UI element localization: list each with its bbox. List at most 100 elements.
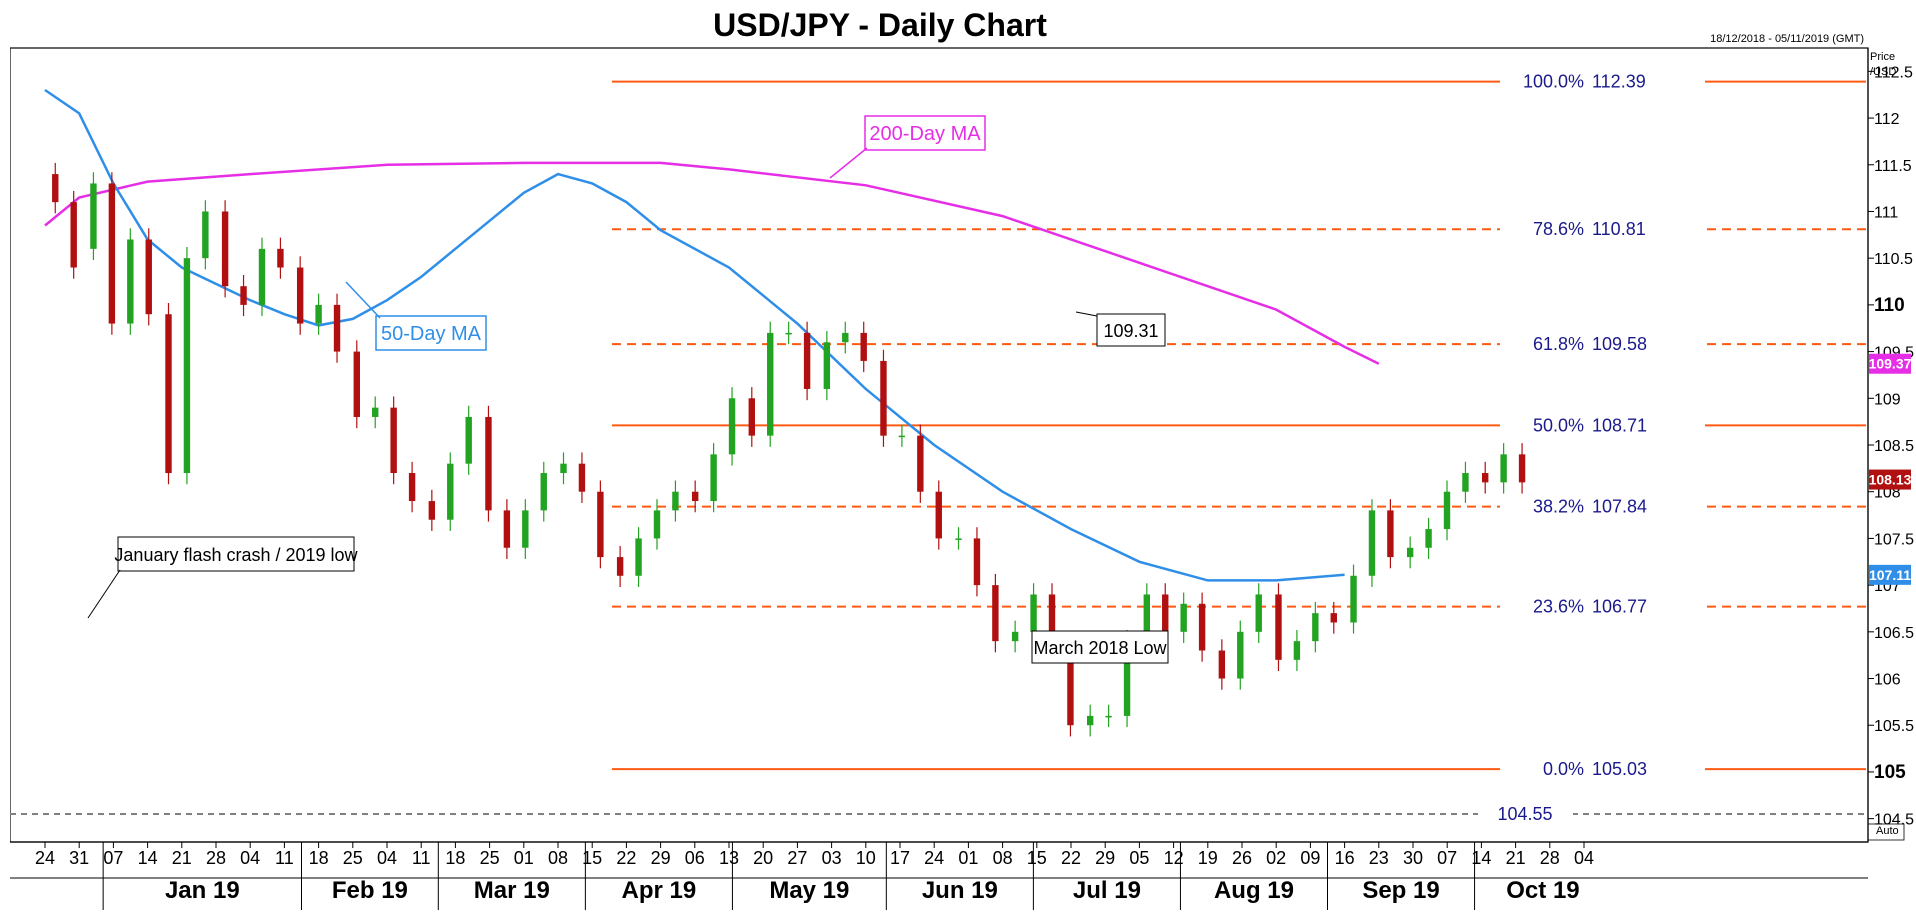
y-tick-label: 106.5 [1874,625,1914,642]
x-tick-label: 04 [377,848,397,868]
ma200-label: 200-Day MA [869,123,981,145]
candle-body [728,398,736,455]
candle-body [1350,575,1357,623]
left-gutter [0,0,10,923]
x-tick-label: 04 [240,848,260,868]
candle-body [1030,594,1037,632]
candle-body [917,435,924,492]
fib-label-bg [1500,333,1705,356]
x-tick-label: 12 [1164,848,1184,868]
candle-body [390,407,397,474]
x-tick-label: 08 [993,848,1013,868]
flash-crash-leader [87,569,121,619]
x-tick-label: 18 [445,848,465,868]
x-tick-label: 27 [787,848,807,868]
candle-body [485,416,492,511]
fib-level-label: 100.0% [1523,72,1584,92]
high-box [1096,313,1166,347]
candle-body [1180,603,1187,632]
candle-body [221,211,229,287]
candle-body [353,351,360,417]
candle-body [823,342,831,389]
fib-level-label: 38.2% [1533,497,1584,517]
candle-body [1481,473,1489,483]
x-tick-label: 07 [103,848,123,868]
candle-body [90,183,97,249]
x-tick-label: 25 [343,848,363,868]
x-tick-label: 21 [172,848,192,868]
candle-body [710,454,717,502]
candle-body [1275,594,1282,660]
x-tick-label: 25 [480,848,500,868]
candle-body [540,473,547,511]
candle-body [1406,547,1414,558]
ma50-label-box [375,315,487,351]
candle-body [503,510,511,548]
x-tick-label: 29 [1095,848,1115,868]
ma200-leader [829,147,868,179]
x-tick-label: 23 [1369,848,1389,868]
ma200-line [44,161,1380,365]
candle-body [1067,650,1074,726]
candle-body [70,202,77,268]
candle-body [1500,454,1507,483]
candle-body [1425,529,1432,548]
y-tick-label: 105.5 [1874,718,1914,735]
x-tick-label: 19 [1198,848,1218,868]
candle-body [1255,594,1262,632]
candle-body [372,407,379,417]
fib-level-label: 50.0% [1533,415,1584,435]
x-tick-label: 26 [1232,848,1252,868]
candle-body [635,538,642,576]
x-month-label: Mar 19 [474,877,550,904]
x-tick-label: 18 [309,848,329,868]
fib-level-label: 0.0% [1543,759,1584,779]
candle-body [803,332,811,389]
candle-body [296,267,304,324]
x-month-label: Jan 19 [165,877,240,904]
candle-body [860,332,867,361]
fib-value-label: 107.84 [1592,497,1647,517]
x-tick-label: 15 [582,848,602,868]
y-tick-label: 111 [1874,204,1898,221]
ma200-value-badge-bg [1869,353,1911,374]
flash-crash-label: January flash crash / 2019 low [114,545,358,565]
fib-label-bg [1500,595,1705,618]
candle-body [767,332,774,436]
candle-body [785,332,792,335]
x-tick-label: 22 [616,848,636,868]
y-tick-label: 111.5 [1874,158,1912,175]
fib-value-label: 112.39 [1592,72,1646,92]
fib-level-label: 61.8% [1533,334,1584,354]
y-tick-label: 108.5 [1874,438,1914,455]
price-axis-label-line1: Price [1870,51,1895,63]
candle-body [973,538,981,586]
candle-body [653,510,661,539]
fib-label-bg [1500,495,1705,518]
candle-body [992,585,999,642]
candle-body [277,248,284,268]
march-low-label: March 2018 Low [1033,638,1167,658]
candle-body [1011,631,1019,642]
price-axis-label-line2: /USD [1870,66,1896,78]
x-tick-label: 03 [822,848,842,868]
y-tick-label: 107.5 [1874,531,1914,548]
candle-body [578,463,586,492]
ma50-leader [345,281,381,319]
x-tick-label: 01 [514,848,534,868]
auto-scale-box[interactable] [1867,823,1905,841]
x-tick-label: 15 [1027,848,1047,868]
date-range: 18/12/2018 - 05/11/2019 (GMT) [1710,33,1864,45]
candle-body [1143,594,1151,642]
x-month-label: May 19 [769,877,849,904]
x-month-label: Feb 19 [332,877,408,904]
candle-body [842,332,849,343]
x-month-label: Sep 19 [1362,877,1439,904]
x-tick-label: 10 [856,848,876,868]
candle-body [1387,510,1394,558]
x-tick-label: 05 [1129,848,1149,868]
x-month-label: Apr 19 [622,877,697,904]
candle-body [1105,715,1112,718]
candle-body [1462,473,1469,492]
